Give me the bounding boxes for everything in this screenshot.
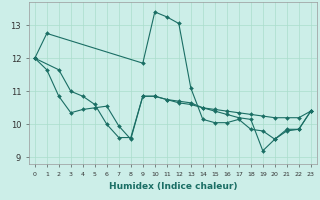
X-axis label: Humidex (Indice chaleur): Humidex (Indice chaleur) [108,182,237,191]
